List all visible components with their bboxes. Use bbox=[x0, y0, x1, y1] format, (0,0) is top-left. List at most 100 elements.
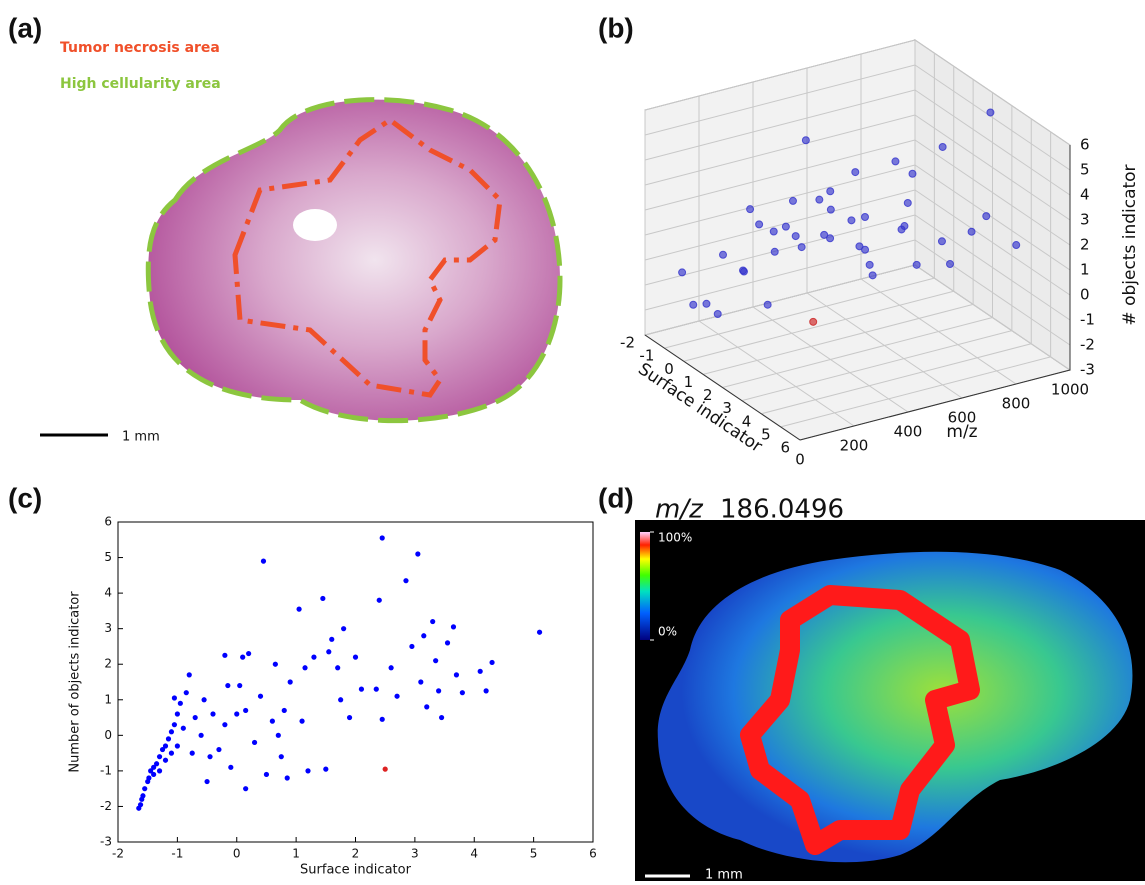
point bbox=[797, 243, 806, 252]
point bbox=[222, 722, 228, 728]
point bbox=[174, 743, 180, 749]
x-tick-label: 4 bbox=[742, 412, 752, 430]
point bbox=[198, 732, 204, 738]
point bbox=[450, 624, 457, 630]
y-tick-label: 400 bbox=[894, 423, 923, 441]
grid-line bbox=[914, 264, 1071, 371]
point bbox=[146, 775, 152, 781]
axis-line bbox=[799, 369, 1071, 441]
grid-line bbox=[860, 278, 1017, 385]
point bbox=[210, 711, 216, 717]
grid-line bbox=[644, 139, 916, 211]
panel-label: (d) bbox=[598, 482, 634, 513]
grid-line bbox=[914, 164, 1071, 271]
point bbox=[287, 679, 293, 685]
point bbox=[204, 778, 210, 785]
point bbox=[243, 707, 249, 714]
point bbox=[168, 750, 175, 756]
necrosis-outline bbox=[740, 585, 980, 855]
point bbox=[373, 686, 379, 692]
point bbox=[186, 672, 192, 678]
x-tick-label: -2 bbox=[112, 847, 124, 861]
point bbox=[272, 661, 278, 667]
z-tick-label: -2 bbox=[1080, 336, 1095, 354]
z-tick-label: 2 bbox=[1080, 236, 1090, 254]
y-tick-label: 1000 bbox=[1051, 381, 1089, 399]
panel-label: (b) bbox=[598, 12, 634, 43]
point bbox=[770, 247, 779, 256]
point bbox=[162, 757, 169, 763]
point bbox=[151, 771, 157, 778]
point bbox=[946, 260, 954, 268]
point bbox=[251, 739, 258, 746]
y-tick-label: 5 bbox=[104, 550, 112, 564]
point bbox=[483, 688, 489, 694]
point bbox=[275, 732, 281, 738]
point bbox=[418, 679, 424, 685]
point bbox=[168, 729, 175, 735]
grid-line bbox=[644, 89, 916, 161]
y-tick-label: -2 bbox=[100, 799, 112, 813]
x-tick-label: 3 bbox=[722, 399, 732, 417]
point bbox=[897, 225, 906, 234]
point bbox=[174, 711, 180, 717]
point bbox=[201, 697, 207, 703]
point bbox=[151, 764, 157, 770]
point bbox=[433, 658, 439, 664]
z-axis-label: # objects indicator bbox=[1120, 164, 1140, 325]
point bbox=[162, 743, 169, 749]
grid-line bbox=[644, 164, 916, 236]
point bbox=[403, 578, 409, 584]
point bbox=[183, 690, 189, 696]
point bbox=[847, 216, 856, 225]
grid-line bbox=[644, 189, 916, 261]
point bbox=[912, 260, 921, 269]
tissue-section bbox=[145, 97, 563, 424]
point bbox=[430, 618, 436, 625]
point bbox=[986, 108, 995, 117]
y-tick-label: -3 bbox=[100, 835, 112, 849]
point bbox=[156, 754, 163, 760]
point bbox=[376, 597, 382, 603]
point bbox=[171, 722, 178, 728]
point bbox=[237, 682, 243, 689]
necrosis-outline bbox=[232, 116, 503, 398]
point bbox=[338, 697, 344, 703]
x-tick-label: 5 bbox=[761, 425, 771, 443]
x-tick-label: 6 bbox=[780, 439, 790, 457]
point bbox=[891, 157, 900, 166]
point bbox=[903, 198, 912, 207]
point bbox=[320, 595, 326, 602]
x-tick-label: 2 bbox=[352, 847, 360, 861]
point bbox=[269, 718, 275, 724]
point bbox=[851, 168, 860, 177]
point bbox=[424, 704, 430, 710]
panel-label: (a) bbox=[8, 12, 42, 43]
point bbox=[177, 700, 183, 706]
plot-frame bbox=[117, 521, 594, 843]
grid-line bbox=[698, 320, 855, 427]
point bbox=[216, 746, 222, 753]
grid-line bbox=[683, 290, 954, 362]
point bbox=[444, 640, 451, 646]
point bbox=[937, 237, 946, 246]
grid-line bbox=[914, 114, 1071, 221]
y-tick-label: -1 bbox=[100, 763, 112, 777]
y-tick-label: 800 bbox=[1002, 395, 1031, 413]
grid-line bbox=[914, 214, 1071, 321]
grid-line bbox=[644, 64, 916, 136]
point bbox=[192, 714, 198, 721]
point bbox=[305, 768, 311, 774]
z-tick-label: 1 bbox=[1080, 261, 1090, 279]
chart-title: 186.0496 bbox=[720, 495, 844, 525]
z-tick-label: 0 bbox=[1080, 286, 1090, 304]
x-tick-label: 5 bbox=[530, 847, 538, 861]
x-tick-label: -1 bbox=[171, 847, 183, 861]
y-tick-label: 3 bbox=[104, 621, 112, 635]
point bbox=[763, 300, 772, 309]
point bbox=[137, 802, 144, 808]
grid-line bbox=[806, 292, 963, 399]
x-tick-label: 6 bbox=[589, 847, 597, 861]
point bbox=[421, 633, 427, 639]
x-tick-label: 4 bbox=[470, 847, 478, 861]
